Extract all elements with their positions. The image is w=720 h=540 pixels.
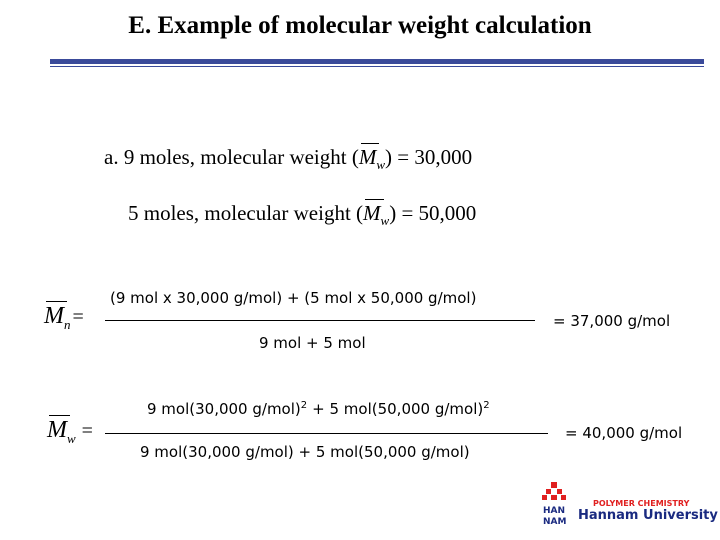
logo-text: NAM	[543, 517, 566, 527]
item-text: a. 9 moles, molecular weight (	[104, 145, 359, 169]
denominator: 9 mol(30,000 g/mol) + 5 mol(50,000 g/mol…	[140, 443, 470, 461]
symbol: M	[363, 201, 381, 225]
item-text: ) = 30,000	[385, 145, 473, 169]
numerator: 9 mol(30,000 g/mol)2 + 5 mol(50,000 g/mol…	[147, 400, 490, 418]
subscript: w	[67, 430, 76, 446]
item-a: a. 9 moles, molecular weight (Mw) = 30,0…	[104, 145, 472, 173]
logo-text: HAN	[543, 506, 565, 516]
logo-name: Hannam University	[578, 508, 718, 523]
title: E. Example of molecular weight calculati…	[128, 12, 592, 39]
subscript: n	[64, 316, 71, 332]
result: = 37,000 g/mol	[553, 312, 671, 330]
subscript: w	[380, 213, 390, 229]
logo-icon: HAN NAM	[542, 482, 566, 527]
numerator-text: + 5 mol(50,000 g/mol)	[312, 400, 484, 418]
equals: =	[81, 420, 93, 442]
item-text: 5 moles, molecular weight (	[128, 201, 364, 225]
symbol: M	[44, 303, 64, 329]
title-rule	[50, 59, 704, 64]
item-b: 5 moles, molecular weight (Mw) = 50,000	[128, 201, 476, 229]
equals: =	[72, 306, 84, 328]
superscript: 2	[483, 400, 490, 411]
fraction-bar	[105, 433, 548, 434]
fraction-bar	[105, 320, 535, 321]
title-rule-thin	[50, 66, 704, 67]
denominator: 9 mol + 5 mol	[259, 334, 366, 352]
mn-lhs: Mn =	[44, 303, 84, 333]
numerator-text: 9 mol(30,000 g/mol)	[147, 400, 301, 418]
mw-lhs: Mw =	[47, 417, 93, 447]
symbol: M	[47, 417, 67, 443]
subscript: w	[376, 157, 386, 173]
symbol: M	[358, 145, 377, 169]
item-text: ) = 50,000	[389, 201, 477, 225]
logo-subtitle: POLYMER CHEMISTRY	[593, 499, 690, 508]
superscript: 2	[300, 400, 308, 411]
result: = 40,000 g/mol	[565, 424, 683, 442]
numerator: (9 mol x 30,000 g/mol) + (5 mol x 50,000…	[110, 289, 477, 307]
